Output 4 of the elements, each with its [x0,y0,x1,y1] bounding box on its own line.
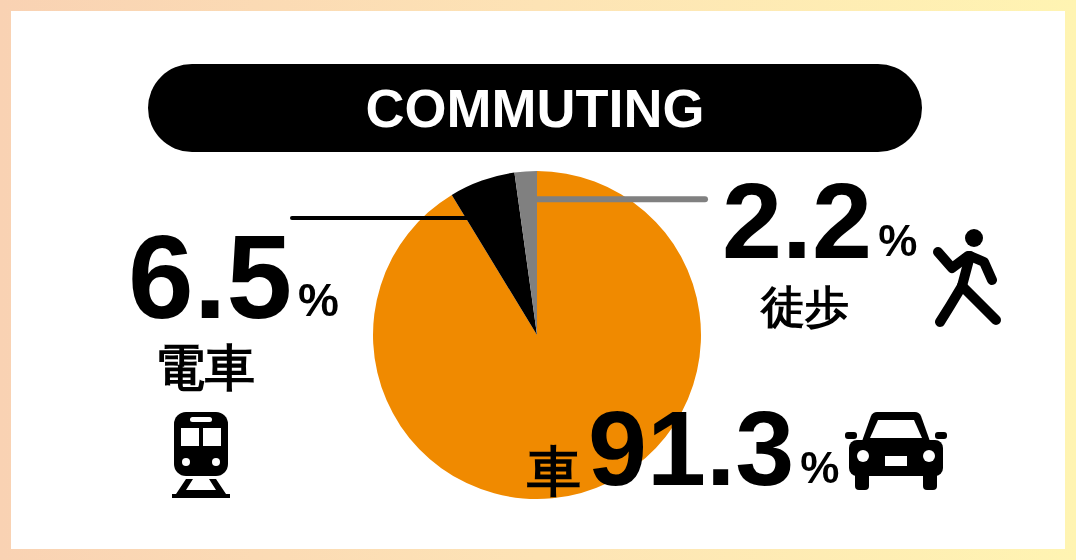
slice-label: 車 [526,440,581,503]
slice-label: 徒歩 [759,281,849,332]
chart-title: COMMUTING [365,78,705,138]
data-label: 2.2% [722,160,918,281]
